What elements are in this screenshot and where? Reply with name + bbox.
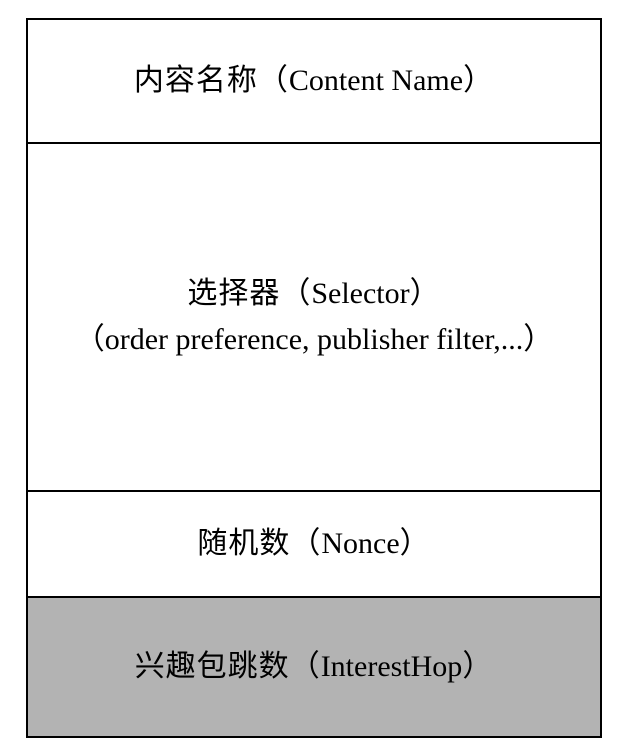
paren-open: （ — [258, 64, 289, 97]
row-interest-hop: 兴趣包跳数（InterestHop） — [28, 598, 600, 736]
row-nonce: 随机数（Nonce） — [28, 492, 600, 598]
paren-close: ） — [462, 650, 493, 683]
packet-structure-diagram: 内容名称（Content Name） 选择器（Selector） （order … — [26, 18, 602, 738]
paren-close: ） — [400, 527, 431, 560]
paren-close: ） — [463, 64, 494, 97]
selector-cjk: 选择器 — [187, 277, 280, 310]
nonce-cjk: 随机数 — [197, 527, 290, 560]
paren-close: ） — [410, 277, 441, 310]
paren-open: （ — [280, 277, 311, 310]
row-nonce-label: 随机数（Nonce） — [197, 524, 430, 565]
selector-subtext: （order preference, publisher filter,...） — [75, 320, 554, 361]
row-interest-hop-label: 兴趣包跳数（InterestHop） — [135, 647, 494, 688]
row-content-name-label: 内容名称（Content Name） — [134, 61, 494, 102]
interest-hop-en: InterestHop — [321, 650, 463, 683]
row-selector-label: 选择器（Selector） — [187, 274, 440, 315]
paren-open: （ — [290, 527, 321, 560]
content-name-en: Content Name — [289, 64, 463, 97]
selector-en: Selector — [311, 277, 409, 310]
row-content-name: 内容名称（Content Name） — [28, 20, 600, 144]
row-selector: 选择器（Selector） （order preference, publish… — [28, 144, 600, 492]
content-name-cjk: 内容名称 — [134, 64, 258, 97]
nonce-en: Nonce — [321, 527, 399, 560]
interest-hop-cjk: 兴趣包跳数 — [135, 650, 290, 683]
paren-open: （ — [290, 650, 321, 683]
